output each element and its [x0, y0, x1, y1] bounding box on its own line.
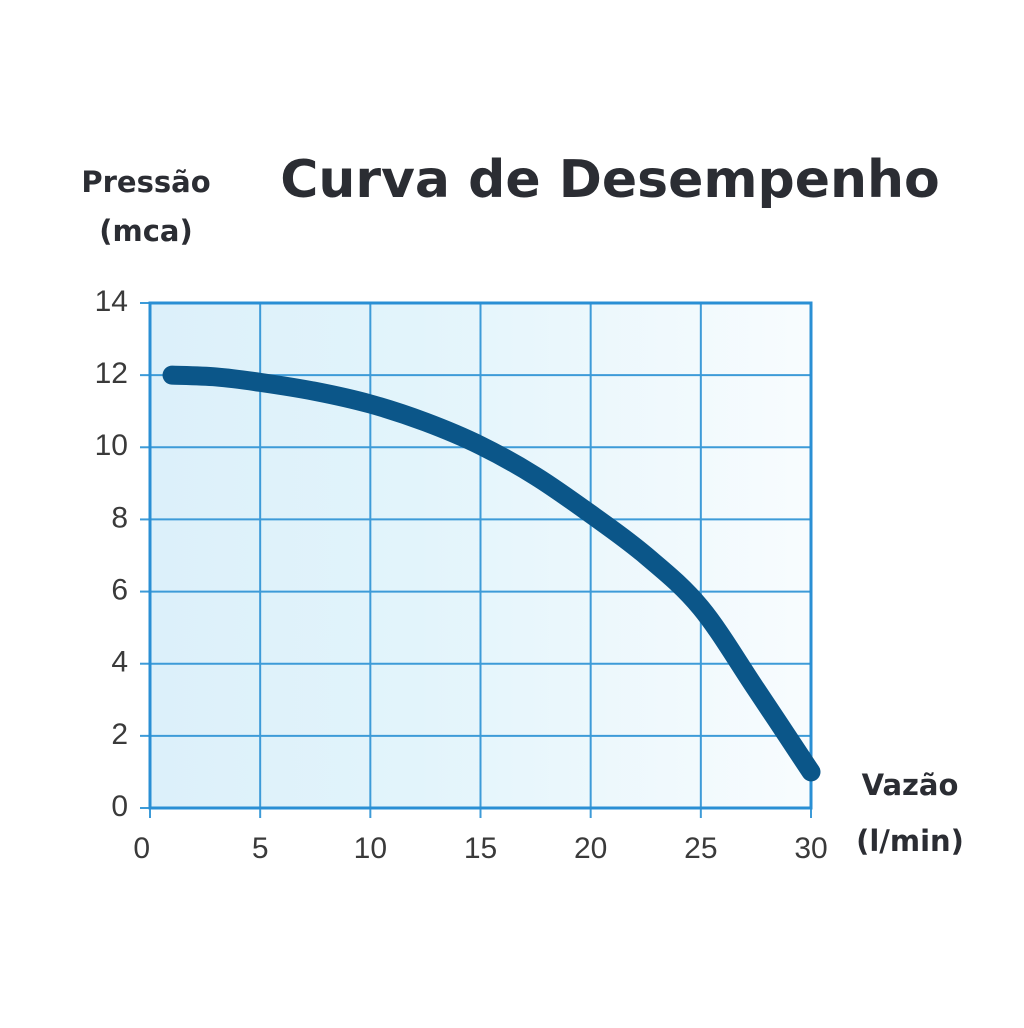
y-axis-label: Pressão [81, 165, 210, 199]
y-tick-label: 4 [111, 646, 128, 679]
x-axis-label: Vazão [862, 768, 959, 802]
y-tick-label: 14 [95, 285, 128, 318]
x-tick-label: 25 [684, 832, 717, 865]
y-tick-label: 8 [111, 501, 128, 534]
y-tick-label: 2 [111, 718, 128, 751]
chart-title: Curva de Desempenho [280, 150, 940, 210]
plot-border [148, 301, 813, 810]
y-tick-label: 6 [111, 573, 128, 606]
curve [162, 365, 821, 782]
y-tick-label: 10 [95, 429, 128, 462]
x-tick-label: 5 [252, 832, 269, 865]
x-tick-label: 30 [794, 832, 827, 865]
x-axis-label: (l/min) [856, 824, 964, 858]
x-tick-label: 10 [354, 832, 387, 865]
y-tick-label: 12 [95, 357, 128, 390]
y-axis-label: (mca) [99, 214, 193, 248]
x-tick-label: 15 [464, 832, 497, 865]
x-tick-label: 0 [133, 832, 150, 865]
y-tick-label: 0 [111, 790, 128, 823]
x-tick-label: 20 [574, 832, 607, 865]
